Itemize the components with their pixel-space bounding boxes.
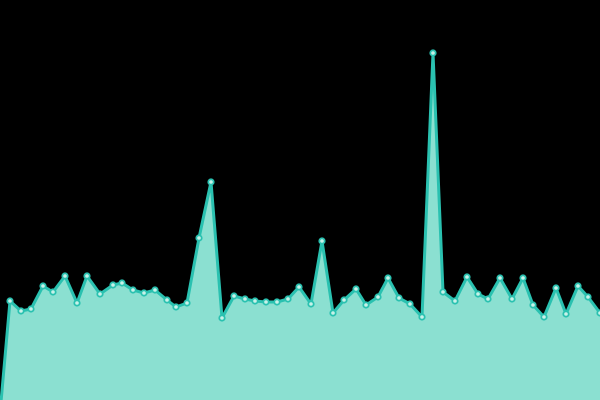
data-point: [362, 301, 370, 309]
data-point: [418, 313, 426, 321]
data-point: [83, 272, 91, 280]
data-point: [73, 299, 81, 307]
data-point: [439, 288, 447, 296]
data-point: [352, 285, 360, 293]
data-point: [519, 274, 527, 282]
data-point: [463, 273, 471, 281]
data-point: [241, 295, 249, 303]
data-point: [540, 313, 548, 321]
data-point: [284, 295, 292, 303]
data-point: [562, 310, 570, 318]
data-point: [384, 274, 392, 282]
data-point: [574, 282, 582, 290]
data-point: [218, 314, 226, 322]
data-point: [552, 284, 560, 292]
data-point: [474, 290, 482, 298]
data-point: [251, 297, 259, 305]
data-point: [295, 283, 303, 291]
data-point: [195, 234, 203, 242]
data-point: [6, 297, 14, 305]
data-point: [451, 297, 459, 305]
area-fill: [1, 53, 600, 400]
data-point: [109, 281, 117, 289]
data-point: [429, 49, 437, 57]
data-point: [172, 303, 180, 311]
data-point: [273, 298, 281, 306]
data-point: [151, 286, 159, 294]
data-point: [230, 292, 238, 300]
data-point: [406, 300, 414, 308]
data-point: [496, 274, 504, 282]
data-point: [262, 298, 270, 306]
data-point: [163, 296, 171, 304]
data-point: [329, 309, 337, 317]
data-point: [27, 305, 35, 313]
data-point: [61, 272, 69, 280]
data-point: [584, 293, 592, 301]
data-point: [318, 237, 326, 245]
data-point: [307, 300, 315, 308]
data-point: [207, 178, 215, 186]
data-point: [183, 299, 191, 307]
data-point: [49, 288, 57, 296]
data-point: [374, 293, 382, 301]
data-point: [529, 301, 537, 309]
data-point: [395, 294, 403, 302]
data-point: [17, 307, 25, 315]
data-point: [129, 286, 137, 294]
data-point: [118, 279, 126, 287]
data-point: [39, 282, 47, 290]
data-point: [340, 296, 348, 304]
data-point: [484, 295, 492, 303]
data-point: [140, 289, 148, 297]
data-point: [508, 295, 516, 303]
data-point: [96, 290, 104, 298]
